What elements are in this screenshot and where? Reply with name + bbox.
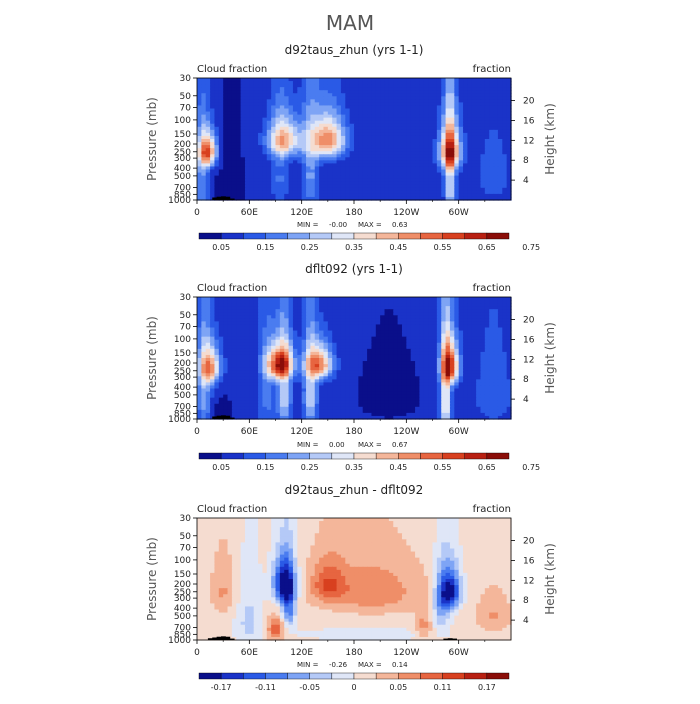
- stats-max-label: MAX =: [358, 221, 382, 229]
- x-tick-label: 120E: [290, 208, 313, 218]
- left-corner-label: Cloud fraction: [197, 64, 267, 75]
- colorbar-swatch: [243, 233, 265, 239]
- y-tick-label: 50: [180, 92, 192, 102]
- colorbar-swatch: [420, 233, 442, 239]
- colorbar-label: 0.65: [478, 243, 496, 252]
- left-corner-label: Cloud fraction: [197, 283, 267, 294]
- colorbar-swatch: [332, 233, 354, 239]
- colorbar-label: 0.25: [301, 243, 319, 252]
- colorbar-swatch: [199, 233, 221, 239]
- right-corner-label: fraction: [473, 64, 511, 75]
- y2-tick-label: 20: [523, 97, 535, 107]
- colorbar-swatch: [376, 233, 398, 239]
- colorbar-label: 0.05: [212, 243, 230, 252]
- x-tick-label: 180: [345, 208, 362, 218]
- terrain-mark: [225, 197, 230, 200]
- y2-tick-label: 4: [523, 176, 529, 186]
- colorbar-swatch: [487, 233, 509, 239]
- x-tick-label: 60E: [241, 208, 258, 218]
- y2-tick-label: 16: [523, 116, 535, 126]
- colorbar-label: 0.55: [434, 243, 452, 252]
- y-tick-label: 1000: [168, 196, 191, 206]
- terrain-mark: [217, 197, 222, 200]
- stats-min-label: MIN =: [297, 221, 319, 229]
- y2-tick-label: 8: [523, 156, 529, 166]
- y-tick-label: 70: [180, 103, 192, 113]
- x-tick-label: 60W: [448, 208, 468, 218]
- colorbar-label: 0.15: [257, 243, 275, 252]
- y-tick-label: 300: [174, 154, 191, 164]
- stats-max-value: 0.67: [392, 441, 408, 449]
- colorbar-swatch: [443, 233, 465, 239]
- colorbar-swatch: [354, 233, 376, 239]
- terrain-mark: [221, 196, 226, 200]
- colorbar-swatch: [465, 233, 487, 239]
- y2-axis-label: Height (km): [543, 103, 557, 174]
- colorbar-label: 0.75: [522, 243, 540, 252]
- panel-cloud-fraction-d92taus: d92taus_zhun (yrs 1-1) Cloud fraction fr…: [145, 43, 557, 252]
- stats-max-label: MAX =: [358, 441, 382, 449]
- heatmap-cells: [197, 78, 512, 201]
- panel-title: d92taus_zhun (yrs 1-1): [285, 43, 424, 57]
- x-tick-label: 0: [194, 208, 200, 218]
- page-title: MAM: [326, 11, 374, 35]
- stats-min-label: MIN =: [297, 441, 319, 449]
- y2-tick-label: 12: [523, 136, 534, 146]
- panel-title: dflt092 (yrs 1-1): [305, 262, 403, 276]
- y2-axis-label: Height (km): [543, 322, 557, 393]
- stats-max-value: 0.63: [392, 221, 408, 229]
- y-axis-label: Pressure (mb): [145, 316, 159, 400]
- colorbar-swatch: [398, 233, 420, 239]
- colorbar-swatch: [265, 233, 287, 239]
- heatmap-cells: [197, 297, 512, 420]
- stats-min-value: 0.00: [329, 441, 345, 449]
- y-axis-label: Pressure (mb): [145, 97, 159, 181]
- y-tick-label: 30: [180, 74, 192, 84]
- colorbar-label: 0.35: [345, 243, 363, 252]
- y-tick-label: 100: [174, 116, 191, 126]
- colorbar-swatch: [310, 233, 332, 239]
- colorbar-swatch: [221, 233, 243, 239]
- y-tick-label: 500: [174, 172, 191, 182]
- stats-min-value: -0.00: [329, 221, 347, 229]
- colorbar-swatch: [288, 233, 310, 239]
- colorbar-label: 0.45: [389, 243, 407, 252]
- panel-cloud-fraction-dflt092: dflt092 (yrs 1-1) Cloud fraction fractio…: [145, 262, 557, 472]
- right-corner-label: fraction: [473, 283, 511, 294]
- x-tick-label: 120W: [393, 208, 419, 218]
- y-tick-label: 150: [174, 130, 191, 140]
